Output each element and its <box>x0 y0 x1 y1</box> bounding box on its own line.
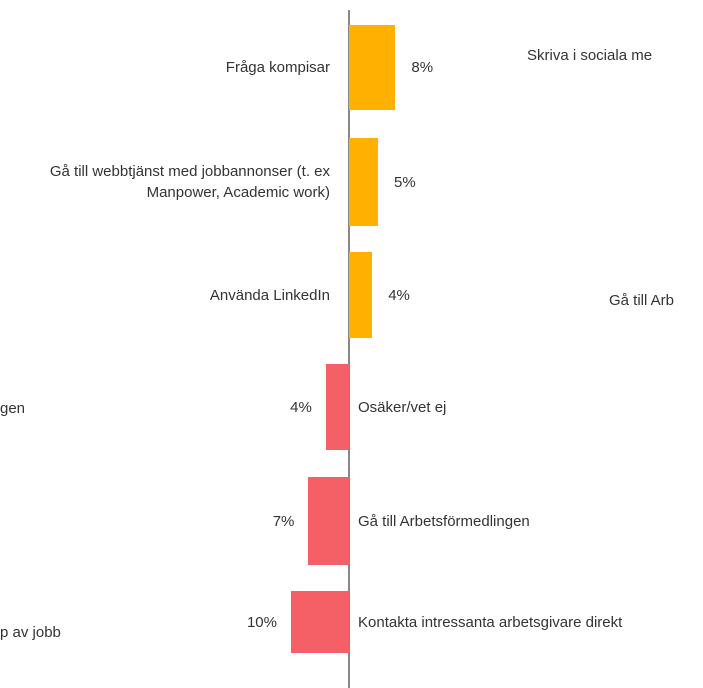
value-label: 8% <box>411 59 434 76</box>
bar <box>349 138 378 226</box>
bar <box>308 477 349 565</box>
category-label: Gå till webbtjänst med jobbannonser (t. … <box>49 163 330 201</box>
category-label: Använda LinkedIn <box>209 286 330 304</box>
bar <box>291 591 349 653</box>
category-label: Fråga kompisar <box>225 59 330 76</box>
value-label: 5% <box>394 173 416 191</box>
cropped-label: gen <box>0 400 26 417</box>
category-label: Kontakta intressanta arbetsgivare direkt <box>358 613 623 631</box>
value-label: 4% <box>290 398 312 416</box>
axis-line <box>348 10 350 350</box>
cropped-label: Gå till Arb <box>609 292 675 309</box>
category-label: Gå till Arbetsförmedlingen <box>358 512 530 530</box>
value-label: 4% <box>388 286 410 304</box>
bar <box>325 364 349 450</box>
bar <box>349 252 373 338</box>
category-label: Osäker/vet ej <box>358 398 447 416</box>
value-label: 7% <box>272 512 295 530</box>
bar <box>349 25 396 110</box>
cropped-label: p av jobb <box>0 624 61 641</box>
cropped-label: Skriva i sociala me <box>527 47 653 64</box>
value-label: 10% <box>246 613 277 631</box>
